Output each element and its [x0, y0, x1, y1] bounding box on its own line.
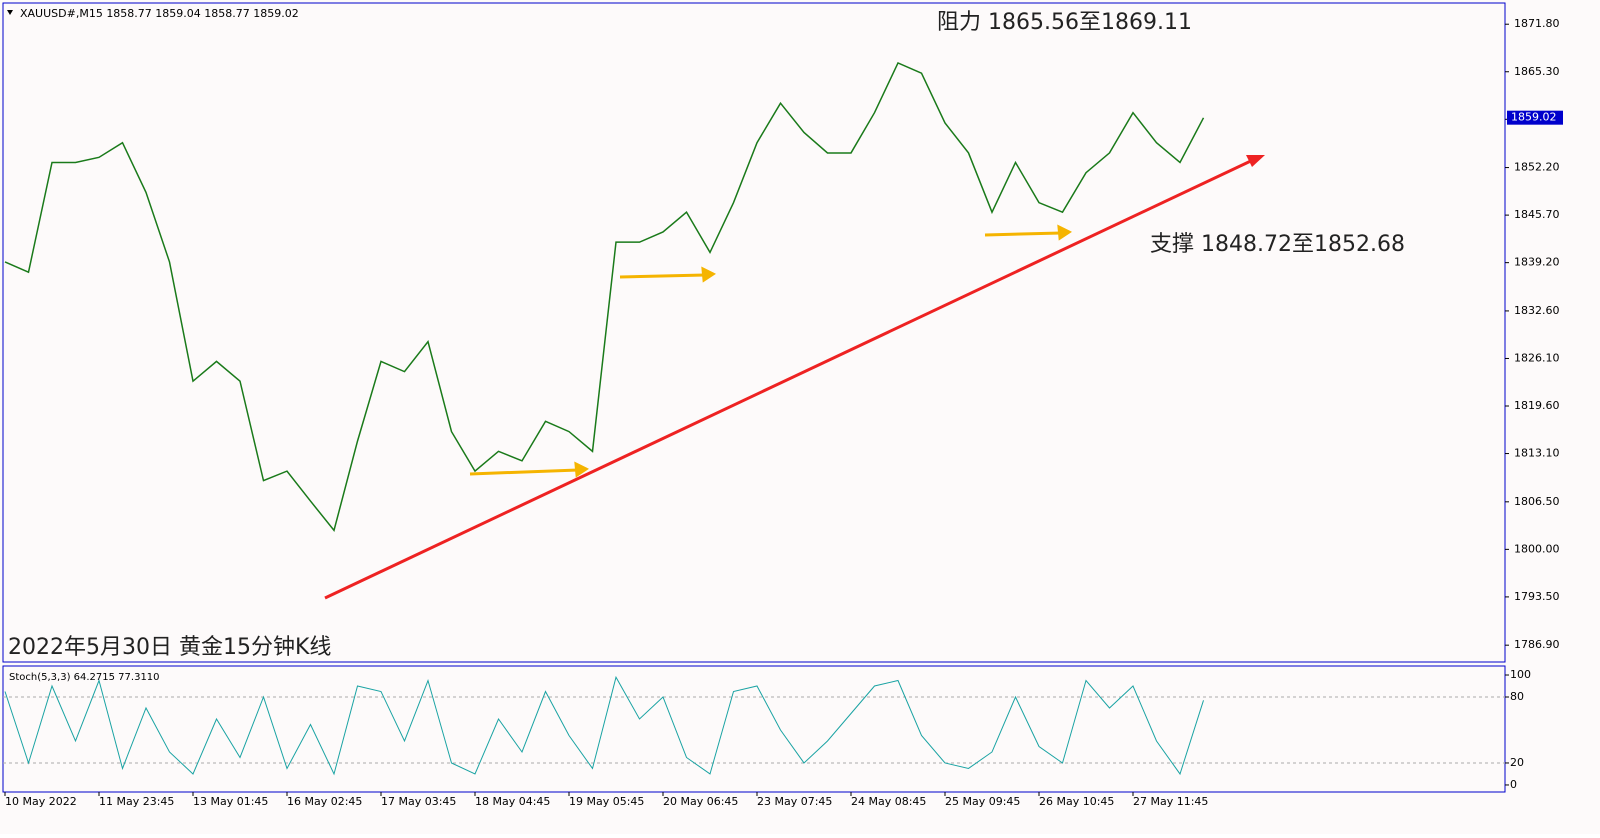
stoch-tick-label: 80 [1510, 690, 1524, 703]
stoch-tick-label: 100 [1510, 668, 1531, 681]
y-tick-label: 1786.90 [1514, 638, 1560, 651]
x-tick-label: 23 May 07:45 [757, 795, 832, 808]
arrow-head [574, 461, 589, 478]
price-line [4, 61, 1205, 532]
resistance-label: 阻力 1865.56至1869.11 [937, 10, 1192, 35]
arrow [619, 273, 706, 279]
symbol-header: XAUUSD#,M15 1858.77 1859.04 1858.77 1859… [20, 7, 299, 20]
x-tick-label: 11 May 23:45 [99, 795, 174, 808]
y-tick-label: 1819.60 [1514, 399, 1560, 412]
x-tick-label: 20 May 06:45 [663, 795, 738, 808]
last-price-box [1507, 110, 1563, 125]
x-tick-label: 13 May 01:45 [193, 795, 268, 808]
y-tick-label: 1832.60 [1514, 304, 1560, 317]
stoch-tick-label: 0 [1510, 778, 1517, 791]
y-tick-label: 1793.50 [1514, 590, 1560, 603]
y-tick-label: 1826.10 [1514, 351, 1560, 364]
x-tick-label: 27 May 11:45 [1133, 795, 1208, 808]
chart-caption: 2022年5月30日 黄金15分钟K线 [8, 635, 331, 660]
stoch-panel [2, 665, 1506, 793]
support-label: 支撑 1848.72至1852.68 [1150, 232, 1405, 257]
x-tick-label: 10 May 2022 [5, 795, 77, 808]
x-tick-label: 25 May 09:45 [945, 795, 1020, 808]
arrow [469, 468, 579, 476]
stoch-line [4, 675, 1204, 776]
trend-arrow [1246, 155, 1265, 167]
arrow-head [1057, 224, 1072, 241]
price-panel [2, 2, 1506, 663]
y-tick-label: 1852.20 [1514, 161, 1560, 174]
y-tick-label: 1871.80 [1514, 17, 1560, 30]
x-tick-label: 18 May 04:45 [475, 795, 550, 808]
x-tick-label: 17 May 03:45 [381, 795, 456, 808]
stoch-title: Stoch(5,3,3) 64.2715 77.3110 [9, 672, 160, 683]
y-tick-label: 1806.50 [1514, 495, 1560, 508]
x-tick-label: 16 May 02:45 [287, 795, 362, 808]
x-tick-label: 24 May 08:45 [851, 795, 926, 808]
x-tick-label: 19 May 05:45 [569, 795, 644, 808]
trend-line [324, 157, 1256, 600]
support-arrows [469, 224, 1072, 478]
arrow-head [701, 266, 716, 283]
header-marker [7, 10, 13, 15]
y-tick-label: 1813.10 [1514, 447, 1560, 460]
x-tick-label: 26 May 10:45 [1039, 795, 1114, 808]
y-tick-label: 1865.30 [1514, 65, 1560, 78]
y-tick-label: 1839.20 [1514, 256, 1560, 269]
arrow [984, 231, 1062, 237]
y-tick-label: 1845.70 [1514, 208, 1560, 221]
last-price-label: 1859.02 [1511, 111, 1557, 124]
stoch-tick-label: 20 [1510, 756, 1524, 769]
y-tick-label: 1800.00 [1514, 542, 1560, 555]
